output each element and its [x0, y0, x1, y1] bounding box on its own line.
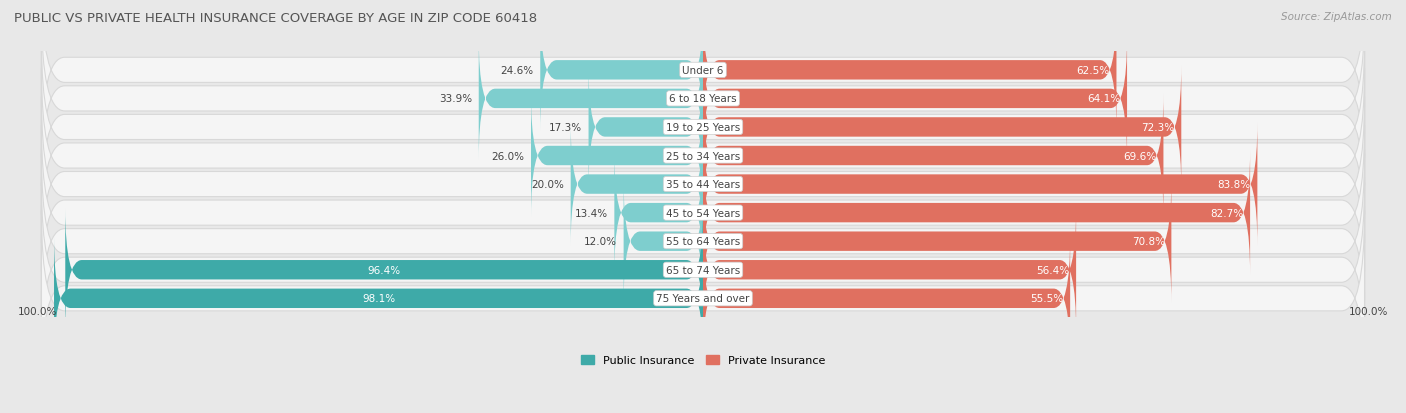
Legend: Public Insurance, Private Insurance: Public Insurance, Private Insurance: [576, 351, 830, 370]
Text: Source: ZipAtlas.com: Source: ZipAtlas.com: [1281, 12, 1392, 22]
FancyBboxPatch shape: [571, 123, 703, 246]
Text: 13.4%: 13.4%: [575, 208, 607, 218]
FancyBboxPatch shape: [65, 209, 703, 332]
FancyBboxPatch shape: [41, 126, 1365, 300]
FancyBboxPatch shape: [703, 66, 1181, 189]
Text: 72.3%: 72.3%: [1142, 123, 1174, 133]
Text: 35 to 44 Years: 35 to 44 Years: [666, 180, 740, 190]
FancyBboxPatch shape: [41, 40, 1365, 215]
FancyBboxPatch shape: [41, 0, 1365, 158]
Text: 100.0%: 100.0%: [1348, 306, 1388, 316]
Text: 6 to 18 Years: 6 to 18 Years: [669, 94, 737, 104]
FancyBboxPatch shape: [41, 211, 1365, 386]
FancyBboxPatch shape: [41, 154, 1365, 329]
FancyBboxPatch shape: [41, 183, 1365, 357]
Text: 55 to 64 Years: 55 to 64 Years: [666, 237, 740, 247]
Text: Under 6: Under 6: [682, 66, 724, 76]
FancyBboxPatch shape: [41, 69, 1365, 243]
Text: 19 to 25 Years: 19 to 25 Years: [666, 123, 740, 133]
FancyBboxPatch shape: [531, 95, 703, 218]
FancyBboxPatch shape: [703, 209, 1076, 332]
Text: 56.4%: 56.4%: [1036, 265, 1070, 275]
FancyBboxPatch shape: [703, 38, 1128, 161]
Text: 64.1%: 64.1%: [1087, 94, 1121, 104]
Text: 83.8%: 83.8%: [1218, 180, 1251, 190]
Text: 24.6%: 24.6%: [501, 66, 534, 76]
Text: 100.0%: 100.0%: [18, 306, 58, 316]
FancyBboxPatch shape: [703, 152, 1250, 275]
FancyBboxPatch shape: [589, 66, 703, 189]
FancyBboxPatch shape: [703, 9, 1116, 132]
FancyBboxPatch shape: [41, 97, 1365, 272]
FancyBboxPatch shape: [540, 9, 703, 132]
FancyBboxPatch shape: [703, 237, 1070, 360]
Text: 55.5%: 55.5%: [1031, 294, 1063, 304]
FancyBboxPatch shape: [703, 123, 1257, 246]
Text: 33.9%: 33.9%: [439, 94, 472, 104]
Text: 20.0%: 20.0%: [531, 180, 564, 190]
Text: 62.5%: 62.5%: [1077, 66, 1109, 76]
Text: 25 to 34 Years: 25 to 34 Years: [666, 151, 740, 161]
FancyBboxPatch shape: [614, 152, 703, 275]
Text: 45 to 54 Years: 45 to 54 Years: [666, 208, 740, 218]
Text: 65 to 74 Years: 65 to 74 Years: [666, 265, 740, 275]
Text: 12.0%: 12.0%: [583, 237, 617, 247]
FancyBboxPatch shape: [478, 38, 703, 161]
Text: 17.3%: 17.3%: [548, 123, 582, 133]
FancyBboxPatch shape: [624, 180, 703, 303]
FancyBboxPatch shape: [41, 12, 1365, 186]
Text: 98.1%: 98.1%: [361, 294, 395, 304]
Text: 70.8%: 70.8%: [1132, 237, 1164, 247]
FancyBboxPatch shape: [703, 95, 1163, 218]
Text: PUBLIC VS PRIVATE HEALTH INSURANCE COVERAGE BY AGE IN ZIP CODE 60418: PUBLIC VS PRIVATE HEALTH INSURANCE COVER…: [14, 12, 537, 25]
Text: 82.7%: 82.7%: [1211, 208, 1243, 218]
FancyBboxPatch shape: [53, 237, 703, 360]
Text: 75 Years and over: 75 Years and over: [657, 294, 749, 304]
Text: 96.4%: 96.4%: [367, 265, 401, 275]
FancyBboxPatch shape: [703, 180, 1171, 303]
Text: 26.0%: 26.0%: [491, 151, 524, 161]
Text: 69.6%: 69.6%: [1123, 151, 1157, 161]
